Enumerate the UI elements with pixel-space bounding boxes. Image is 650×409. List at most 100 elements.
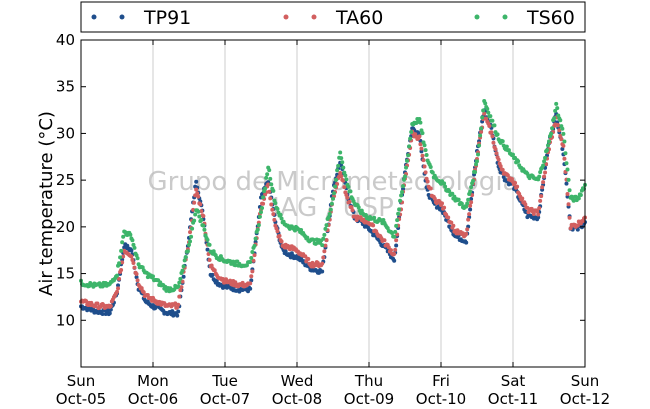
data-point [465, 201, 470, 206]
data-point [116, 283, 121, 288]
data-point [252, 253, 257, 258]
data-point [372, 215, 377, 220]
data-point [183, 255, 188, 260]
data-point [388, 248, 393, 253]
data-point [467, 212, 472, 217]
data-point [394, 223, 399, 228]
data-point [578, 192, 583, 197]
data-point [279, 216, 284, 221]
data-point [201, 214, 206, 219]
data-point [344, 177, 349, 182]
data-point [326, 215, 331, 220]
data-point [538, 170, 543, 175]
data-point [334, 177, 339, 182]
data-point [228, 278, 233, 283]
data-point [331, 196, 335, 201]
data-point [248, 259, 253, 264]
data-point [473, 170, 478, 175]
data-point [575, 227, 580, 232]
legend-marker [311, 14, 317, 20]
legend-item-TS60: TS60 [474, 7, 575, 29]
data-point [256, 223, 261, 228]
x-tick-date-label: Oct-12 [560, 390, 610, 408]
data-point [487, 123, 492, 128]
data-point [192, 218, 197, 223]
data-point [506, 148, 511, 153]
data-point [130, 257, 135, 262]
data-point [268, 176, 273, 181]
data-point [188, 230, 193, 235]
data-point [468, 189, 473, 194]
data-point [475, 159, 479, 164]
data-point [555, 106, 560, 111]
data-point [465, 227, 470, 232]
x-tick-date-label: Oct-11 [488, 390, 538, 408]
x-tick-day-label: Tue [211, 372, 238, 390]
data-point [443, 184, 448, 189]
data-point [338, 171, 343, 176]
data-point [471, 178, 476, 183]
data-point [564, 161, 569, 166]
data-point [249, 278, 254, 283]
data-point [199, 217, 204, 222]
data-point [107, 311, 112, 316]
data-point [151, 274, 155, 279]
data-point [451, 223, 456, 228]
data-point [466, 217, 471, 222]
data-point [536, 212, 541, 217]
data-point [189, 234, 194, 239]
data-point [417, 134, 422, 139]
y-tick-label: 15 [56, 265, 75, 283]
data-point [440, 201, 445, 206]
data-point [422, 143, 427, 148]
data-point [537, 206, 542, 211]
data-point [405, 158, 410, 163]
data-point [537, 174, 542, 179]
data-point [220, 277, 225, 282]
data-point [486, 110, 491, 115]
data-point [491, 140, 496, 145]
data-point [279, 239, 284, 244]
x-tick-day-label: Sat [501, 372, 526, 390]
legend-marker [119, 14, 125, 20]
data-point [464, 240, 469, 245]
data-point [483, 101, 488, 106]
data-point [562, 139, 567, 144]
data-point [485, 106, 490, 111]
data-point [525, 205, 530, 210]
data-point [442, 181, 447, 186]
data-point [266, 182, 271, 187]
data-point [196, 209, 201, 214]
data-point [417, 117, 422, 122]
data-point [250, 250, 255, 255]
data-point [224, 277, 229, 282]
data-point [492, 123, 497, 128]
data-point [409, 130, 414, 135]
data-point [428, 186, 433, 191]
legend-marker [474, 14, 480, 20]
data-point [130, 238, 135, 243]
data-point [259, 210, 263, 215]
legend-marker [283, 14, 289, 20]
data-point [179, 285, 184, 290]
data-point [560, 126, 565, 131]
y-tick-label: 30 [56, 124, 75, 142]
x-tick-day-label: Mon [137, 372, 169, 390]
data-point [185, 249, 190, 254]
data-point [265, 172, 270, 177]
data-point [408, 136, 413, 141]
data-point [105, 308, 110, 313]
data-point [543, 155, 548, 160]
x-tick-day-label: Wed [281, 372, 314, 390]
data-point [199, 209, 204, 214]
data-point [490, 118, 495, 123]
data-point [396, 211, 401, 216]
x-tick-day-label: Fri [432, 372, 450, 390]
x-tick-day-label: Sun [571, 372, 600, 390]
x-tick-date-label: Oct-08 [272, 390, 322, 408]
data-point [543, 170, 548, 175]
data-point [333, 184, 338, 189]
data-point [516, 159, 521, 164]
data-point [192, 200, 197, 205]
